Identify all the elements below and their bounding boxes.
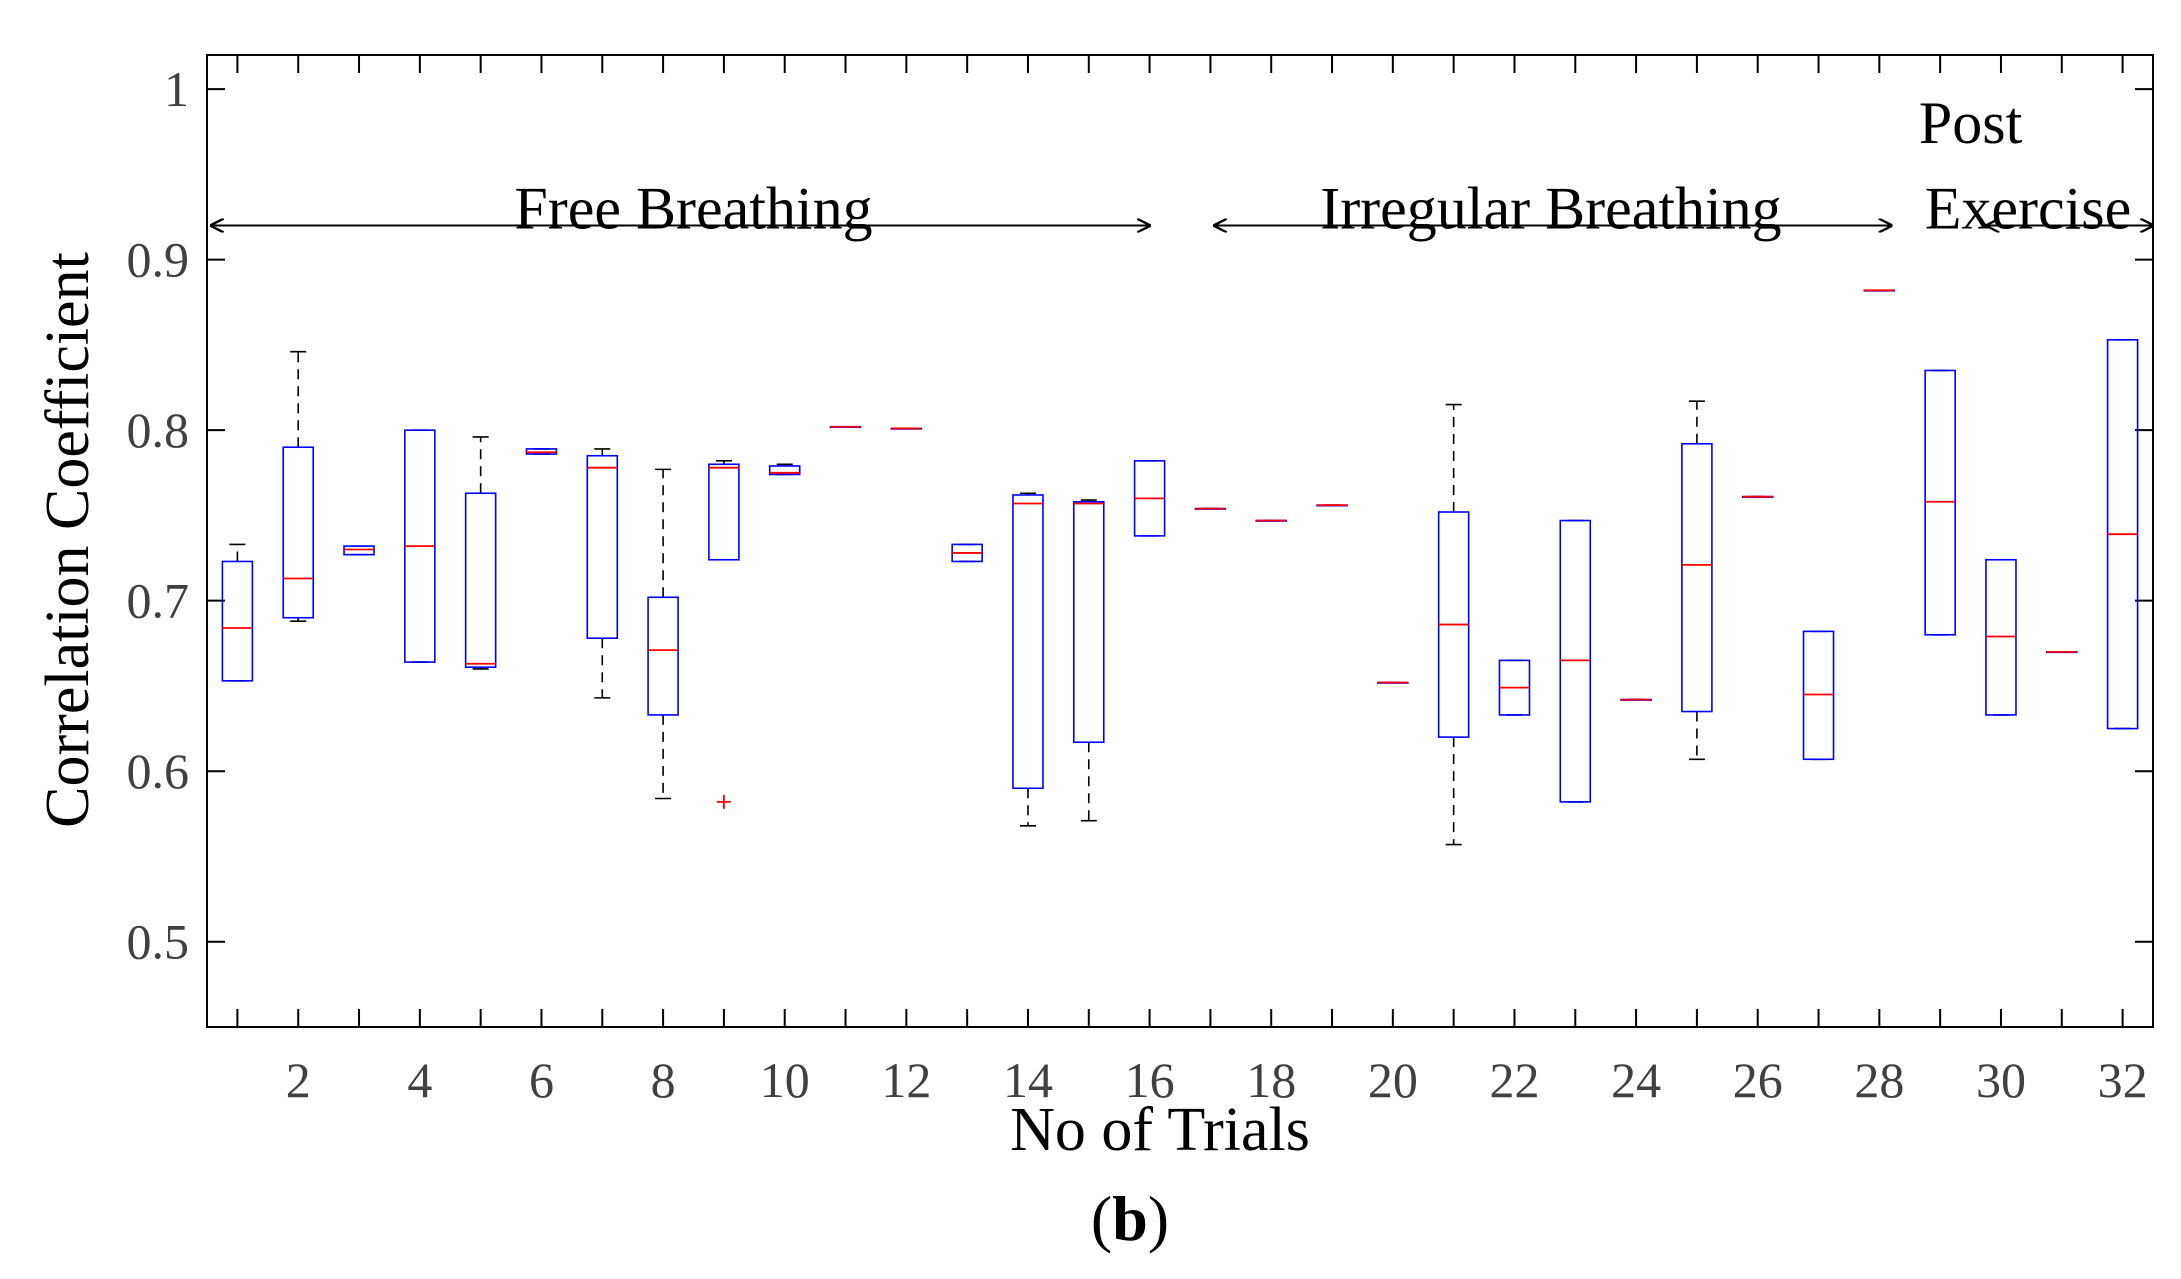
y-tick-label: 1 bbox=[164, 61, 189, 117]
x-tick-label: 28 bbox=[1854, 1052, 1904, 1108]
panel-label-open-paren: ( bbox=[1091, 1183, 1112, 1254]
x-tick-label: 22 bbox=[1489, 1052, 1539, 1108]
y-tick-label: 0.7 bbox=[127, 573, 190, 629]
x-tick-label: 18 bbox=[1246, 1052, 1296, 1108]
x-tick-label: 26 bbox=[1733, 1052, 1783, 1108]
box-trial-15 bbox=[1072, 500, 1105, 744]
box-trial-7 bbox=[586, 454, 619, 640]
x-tick-label: 32 bbox=[2098, 1052, 2148, 1108]
box-trial-8 bbox=[647, 596, 679, 716]
box-trial-14 bbox=[1012, 494, 1044, 790]
y-tick-label: 0.6 bbox=[127, 743, 190, 799]
x-tick-label: 16 bbox=[1125, 1052, 1175, 1108]
x-tick-label: 10 bbox=[760, 1052, 810, 1108]
box-trial-5 bbox=[464, 492, 497, 668]
y-tick-label: 0.5 bbox=[127, 914, 190, 970]
x-tick-label: 20 bbox=[1368, 1052, 1418, 1108]
x-tick-label: 4 bbox=[407, 1052, 432, 1108]
box-trial-25 bbox=[1681, 442, 1713, 713]
y-tick-label: 0.8 bbox=[127, 402, 190, 458]
x-tick-label: 14 bbox=[1003, 1052, 1053, 1108]
plot-frame bbox=[206, 54, 2154, 1028]
box-trial-9 bbox=[708, 463, 740, 561]
x-tick-label: 8 bbox=[651, 1052, 676, 1108]
y-tick-label: 0.9 bbox=[127, 232, 190, 288]
x-axis-title: No of Trials bbox=[1010, 1096, 1310, 1164]
x-tick-label: 12 bbox=[881, 1052, 931, 1108]
box-trial-10 bbox=[768, 465, 801, 476]
panel-label-close-paren: ) bbox=[1148, 1183, 1169, 1254]
outlier-marker bbox=[716, 794, 731, 809]
annotation-label: Free Breathing bbox=[514, 175, 872, 241]
x-tick-label: 6 bbox=[529, 1052, 554, 1108]
x-tick-label: 2 bbox=[286, 1052, 311, 1108]
annotation-label: Exercise bbox=[1925, 175, 2132, 241]
panel-label-letter: b bbox=[1112, 1183, 1148, 1254]
annotation-label: Post bbox=[1919, 90, 2023, 156]
annotation-label: Irregular Breathing bbox=[1320, 175, 1781, 241]
box-trial-1 bbox=[221, 560, 254, 682]
box-trial-2 bbox=[282, 446, 315, 619]
x-tick-label: 24 bbox=[1611, 1052, 1661, 1108]
x-tick-label: 30 bbox=[1976, 1052, 2026, 1108]
y-axis-title: Correlation Coefficient bbox=[34, 252, 102, 828]
panel-label: (b) bbox=[1091, 1183, 1169, 1254]
